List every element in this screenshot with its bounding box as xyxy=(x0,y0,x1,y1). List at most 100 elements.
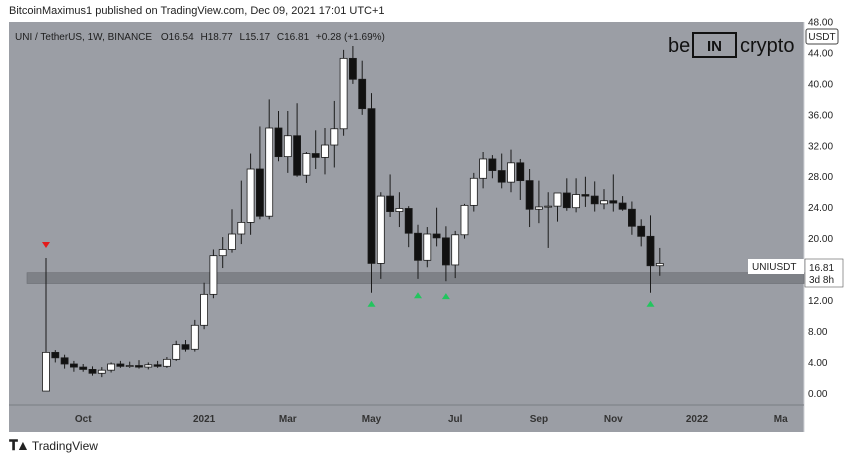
candle xyxy=(507,149,515,193)
candle-body xyxy=(348,57,357,80)
candle xyxy=(228,209,236,253)
candle-body xyxy=(525,180,534,210)
candle-body xyxy=(237,221,246,235)
candle xyxy=(255,126,264,220)
candle-body xyxy=(283,135,292,158)
candle-body xyxy=(172,344,181,360)
candle xyxy=(544,192,553,248)
candle xyxy=(311,130,320,170)
candles-layer xyxy=(42,45,664,392)
candle xyxy=(646,215,655,293)
ohlc-low-value: 15.17 xyxy=(245,32,270,43)
y-tick-label: 0.00 xyxy=(808,389,828,400)
candle-body xyxy=(386,195,395,212)
candle xyxy=(42,257,50,392)
logo-be: be xyxy=(668,35,690,57)
candle xyxy=(60,354,69,369)
candle xyxy=(479,151,488,189)
candle xyxy=(153,360,162,368)
tradingview-logo-icon: 𝐓▲ xyxy=(9,437,30,453)
candle-body xyxy=(441,237,450,266)
candle-body xyxy=(70,363,78,368)
arrow-up-icon xyxy=(367,300,376,307)
tradingview-brand: TradingView xyxy=(31,438,98,453)
currency-badge-box[interactable] xyxy=(805,28,839,45)
y-tick-label: 4.00 xyxy=(808,358,828,369)
currency-badge[interactable]: USDT xyxy=(808,32,835,43)
candle-body xyxy=(432,233,441,239)
candle-body xyxy=(572,194,580,209)
candle xyxy=(451,230,460,279)
candle-body xyxy=(321,144,329,158)
support-zone-layer xyxy=(26,272,805,284)
x-tick-label: Oct xyxy=(75,414,92,425)
candle xyxy=(218,237,227,269)
candle xyxy=(497,153,506,189)
arrow-down-icon xyxy=(42,241,50,248)
candle-body xyxy=(646,235,655,267)
candle-body xyxy=(209,255,218,295)
logo-in: IN xyxy=(707,38,722,55)
candle xyxy=(488,155,497,179)
support-zone xyxy=(26,272,805,284)
candle xyxy=(88,366,97,376)
price-axis[interactable] xyxy=(804,22,844,432)
logo-crypto: crypto xyxy=(740,35,794,57)
candle-body xyxy=(107,363,115,371)
candle-body xyxy=(339,57,348,130)
candle xyxy=(525,169,534,228)
candle-body xyxy=(469,177,478,206)
candle-body xyxy=(600,200,608,205)
candle-body xyxy=(497,170,506,183)
price-tag-countdown: 3d 8h xyxy=(809,275,834,286)
arrow-up-icon xyxy=(441,293,450,300)
candle xyxy=(367,93,376,293)
candle-body xyxy=(88,369,97,374)
candle-body xyxy=(553,192,562,207)
candle xyxy=(516,158,525,200)
y-tick-label: 44.00 xyxy=(808,48,833,59)
beincrypto-logo: be IN crypto xyxy=(668,32,794,58)
candle xyxy=(655,247,664,276)
candle-body xyxy=(228,233,236,250)
candle-body xyxy=(395,208,404,212)
candle-body xyxy=(655,263,664,267)
candle xyxy=(469,172,478,212)
candle xyxy=(97,367,106,378)
candle-body xyxy=(562,192,571,209)
y-tick-label: 12.00 xyxy=(808,296,833,307)
symbol-tag: UNIUSDT xyxy=(752,262,796,273)
candle-body xyxy=(181,344,190,350)
candle-body xyxy=(358,78,367,110)
x-axis-ticks: Oct 2021 Mar May Jul Sep Nov 2022 Ma xyxy=(75,414,788,425)
ohlc-open-key: O xyxy=(161,32,169,43)
candle-body xyxy=(200,293,209,326)
candle xyxy=(200,282,209,330)
candle-body xyxy=(451,234,460,266)
candle xyxy=(628,201,636,235)
candle-body xyxy=(404,208,413,234)
y-tick-label: 32.00 xyxy=(808,141,833,152)
candle xyxy=(237,180,246,245)
candle xyxy=(572,178,580,213)
candle xyxy=(265,99,274,220)
candle-body xyxy=(218,249,227,257)
candle-body xyxy=(535,206,543,210)
ohlc-low-key: L xyxy=(240,32,246,43)
candle-body xyxy=(190,324,199,350)
candle xyxy=(376,192,385,279)
candle-body xyxy=(609,200,618,204)
candle xyxy=(358,60,367,115)
y-tick-label: 40.00 xyxy=(808,79,833,90)
arrow-up-icon xyxy=(646,300,655,307)
candle-body xyxy=(274,127,283,158)
candle xyxy=(209,249,218,299)
candle xyxy=(79,363,88,372)
candle xyxy=(302,151,311,183)
candle xyxy=(618,196,627,211)
candle-body xyxy=(330,128,339,146)
candle xyxy=(51,350,60,363)
candle xyxy=(190,319,199,352)
candle xyxy=(181,340,190,352)
